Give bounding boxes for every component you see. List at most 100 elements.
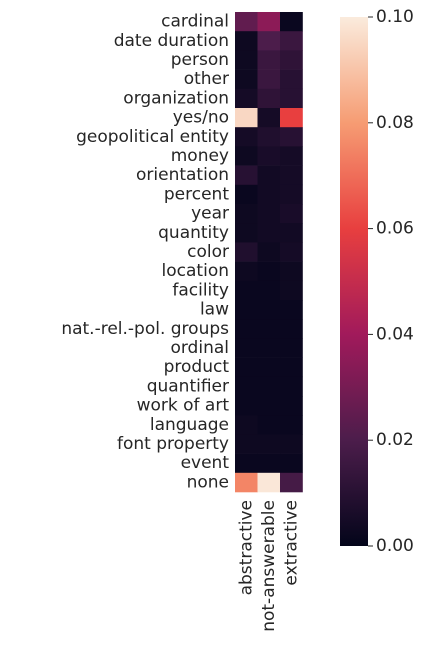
- row-label: cardinal: [161, 12, 229, 32]
- cell: [235, 261, 258, 282]
- cell: [257, 357, 281, 378]
- row-label: other: [184, 69, 229, 89]
- cell: [280, 127, 303, 147]
- row-label: orientation: [136, 165, 229, 185]
- cell: [235, 242, 258, 262]
- cell: [257, 300, 281, 320]
- colorbar-tick-label: 0.00: [376, 536, 414, 556]
- row-label: quantifier: [147, 376, 229, 396]
- cell: [257, 472, 281, 493]
- cell: [235, 415, 258, 435]
- cell: [235, 12, 258, 32]
- row-label: facility: [172, 280, 229, 300]
- cell: [235, 108, 258, 128]
- row-label: language: [150, 415, 229, 435]
- colorbar: [340, 17, 368, 546]
- cell: [257, 31, 281, 51]
- cell: [235, 184, 258, 205]
- cell: [280, 165, 303, 186]
- cell: [235, 165, 258, 186]
- row-label: year: [191, 204, 229, 224]
- row-label: organization: [123, 88, 229, 108]
- cell: [280, 376, 303, 397]
- cell: [257, 280, 281, 301]
- cell: [280, 300, 303, 320]
- cell: [280, 12, 303, 32]
- cell: [235, 357, 258, 378]
- column-label: not-answerable: [259, 500, 279, 632]
- cell: [280, 357, 303, 378]
- cell: [257, 88, 281, 109]
- row-label: geopolitical entity: [76, 127, 229, 147]
- cell: [280, 146, 303, 166]
- cell: [235, 88, 258, 109]
- row-label: work of art: [137, 396, 230, 416]
- row-label: location: [162, 261, 229, 281]
- row-label: event: [181, 453, 230, 473]
- cell: [235, 453, 258, 474]
- colorbar-tick-label: 0.08: [376, 113, 414, 133]
- colorbar-tick-label: 0.04: [376, 324, 414, 344]
- cell: [257, 12, 281, 32]
- cell: [235, 280, 258, 301]
- cell: [235, 300, 258, 320]
- cell: [235, 69, 258, 90]
- cell: [235, 319, 258, 339]
- column-label: abstractive: [236, 500, 256, 595]
- cell: [257, 376, 281, 397]
- cell: [280, 396, 303, 416]
- row-label: font property: [117, 434, 229, 454]
- cell: [235, 127, 258, 147]
- cell: [257, 127, 281, 147]
- row-label: quantity: [158, 223, 229, 243]
- cell: [235, 146, 258, 166]
- cell: [257, 261, 281, 282]
- cell: [257, 319, 281, 339]
- colorbar-tick-label: 0.02: [376, 430, 414, 450]
- cell: [280, 69, 303, 90]
- column-label: extractive: [281, 500, 301, 586]
- cell: [257, 184, 281, 205]
- cell: [235, 376, 258, 397]
- cell: [280, 204, 303, 224]
- cell: [280, 88, 303, 109]
- row-label: percent: [164, 184, 229, 204]
- cell: [280, 223, 303, 243]
- row-label: none: [187, 472, 229, 492]
- row-label: ordinal: [170, 338, 229, 358]
- cell: [280, 184, 303, 205]
- cell: [257, 338, 281, 358]
- cell: [280, 261, 303, 282]
- cell: [257, 146, 281, 166]
- cell: [280, 31, 303, 51]
- cell: [257, 453, 281, 474]
- colorbar-tick-label: 0.10: [376, 7, 414, 27]
- cell: [280, 472, 303, 493]
- cell: [257, 415, 281, 435]
- cell: [280, 280, 303, 301]
- cell: [257, 165, 281, 186]
- cell: [257, 434, 281, 454]
- cell: [257, 108, 281, 128]
- cell: [235, 434, 258, 454]
- row-label: money: [171, 146, 229, 166]
- cell: [280, 453, 303, 474]
- row-label: color: [187, 242, 229, 262]
- row-label: yes/no: [173, 108, 229, 128]
- cell: [235, 223, 258, 243]
- cell: [257, 396, 281, 416]
- cell: [235, 396, 258, 416]
- cell: [235, 204, 258, 224]
- cell: [257, 69, 281, 90]
- colorbar-tick-label: 0.06: [376, 219, 414, 239]
- cell: [257, 242, 281, 262]
- cell: [280, 242, 303, 262]
- cell: [280, 108, 303, 128]
- row-label: product: [164, 357, 230, 377]
- row-label: law: [200, 300, 229, 320]
- row-label: nat.-rel.-pol. groups: [61, 319, 229, 339]
- cell: [280, 338, 303, 358]
- cell: [280, 50, 303, 70]
- cell: [280, 319, 303, 339]
